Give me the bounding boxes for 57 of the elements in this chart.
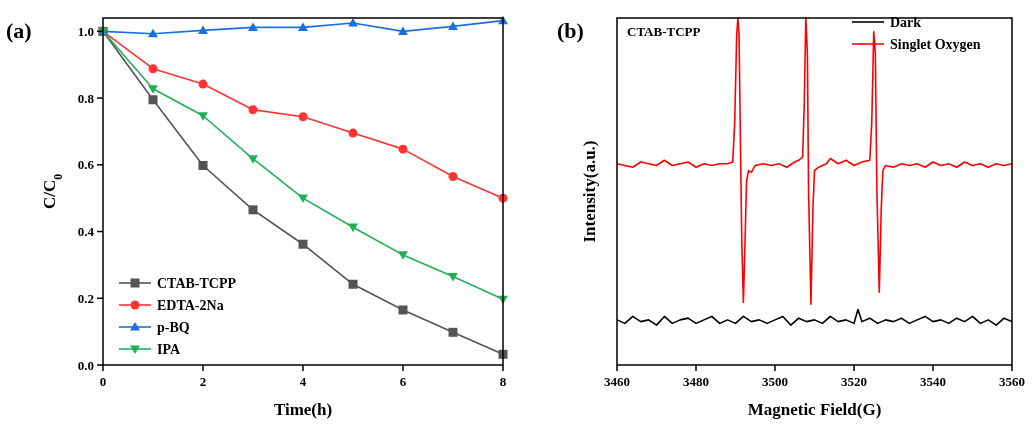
- point: [398, 144, 408, 154]
- x-tick-label: 8: [499, 374, 507, 389]
- point: [198, 160, 208, 170]
- x-tick-label: 3520: [841, 374, 867, 389]
- point: [298, 22, 308, 31]
- point: [448, 327, 458, 337]
- x-tick-label: 6: [399, 374, 407, 389]
- point: [348, 128, 358, 138]
- point: [398, 305, 408, 315]
- y-tick-label: 0.8: [77, 90, 95, 106]
- point: [148, 28, 158, 38]
- legend-label: Singlet Oxygen: [890, 37, 981, 52]
- y-tick-label: 0.6: [77, 157, 95, 173]
- point: [448, 171, 458, 181]
- point: [198, 79, 208, 89]
- point: [448, 21, 458, 30]
- x-tick-label: 3560: [999, 374, 1025, 389]
- x-tick-label: 3500: [762, 374, 788, 389]
- point: [348, 223, 358, 233]
- x-tick-label: 3460: [604, 374, 630, 389]
- point: [398, 251, 408, 260]
- legend-label: p-BQ: [157, 320, 190, 335]
- point: [348, 279, 358, 289]
- point: [148, 85, 158, 94]
- legend-label: CTAB-TCPP: [157, 276, 237, 291]
- legend-label: Dark: [890, 15, 922, 30]
- legend-label: EDTA-2Na: [157, 298, 224, 313]
- point: [398, 26, 408, 35]
- point: [248, 22, 258, 31]
- point: [298, 112, 308, 122]
- point: [298, 194, 308, 204]
- x-tick-label: 0: [99, 374, 107, 389]
- y-tick-label: 0.4: [77, 224, 95, 240]
- y-tick-label: 0.0: [77, 357, 94, 373]
- annotation: CTAB-TCPP: [627, 24, 701, 39]
- point: [248, 155, 258, 164]
- point: [198, 25, 208, 34]
- point: [148, 64, 158, 74]
- text: (b): [557, 18, 584, 43]
- point: [248, 205, 258, 215]
- point: [448, 272, 458, 282]
- point: [248, 105, 258, 115]
- x-axis-title: Time(h): [273, 400, 333, 419]
- y-tick-label: 1.0: [77, 23, 94, 39]
- legend-label: IPA: [157, 342, 181, 357]
- point: [148, 95, 158, 105]
- text: (a): [6, 18, 32, 43]
- x-tick-label: 2: [199, 374, 207, 389]
- x-axis-title: Magnetic Field(G): [747, 400, 882, 419]
- x-tick-label: 4: [299, 374, 307, 389]
- x-tick-label: 3480: [683, 374, 709, 389]
- point: [348, 18, 358, 27]
- x-tick-label: 3540: [920, 374, 946, 389]
- point: [298, 239, 308, 249]
- y-axis-title: Intensity(a.u.): [580, 140, 599, 243]
- y-tick-label: 0.2: [77, 290, 94, 306]
- point: [198, 112, 208, 121]
